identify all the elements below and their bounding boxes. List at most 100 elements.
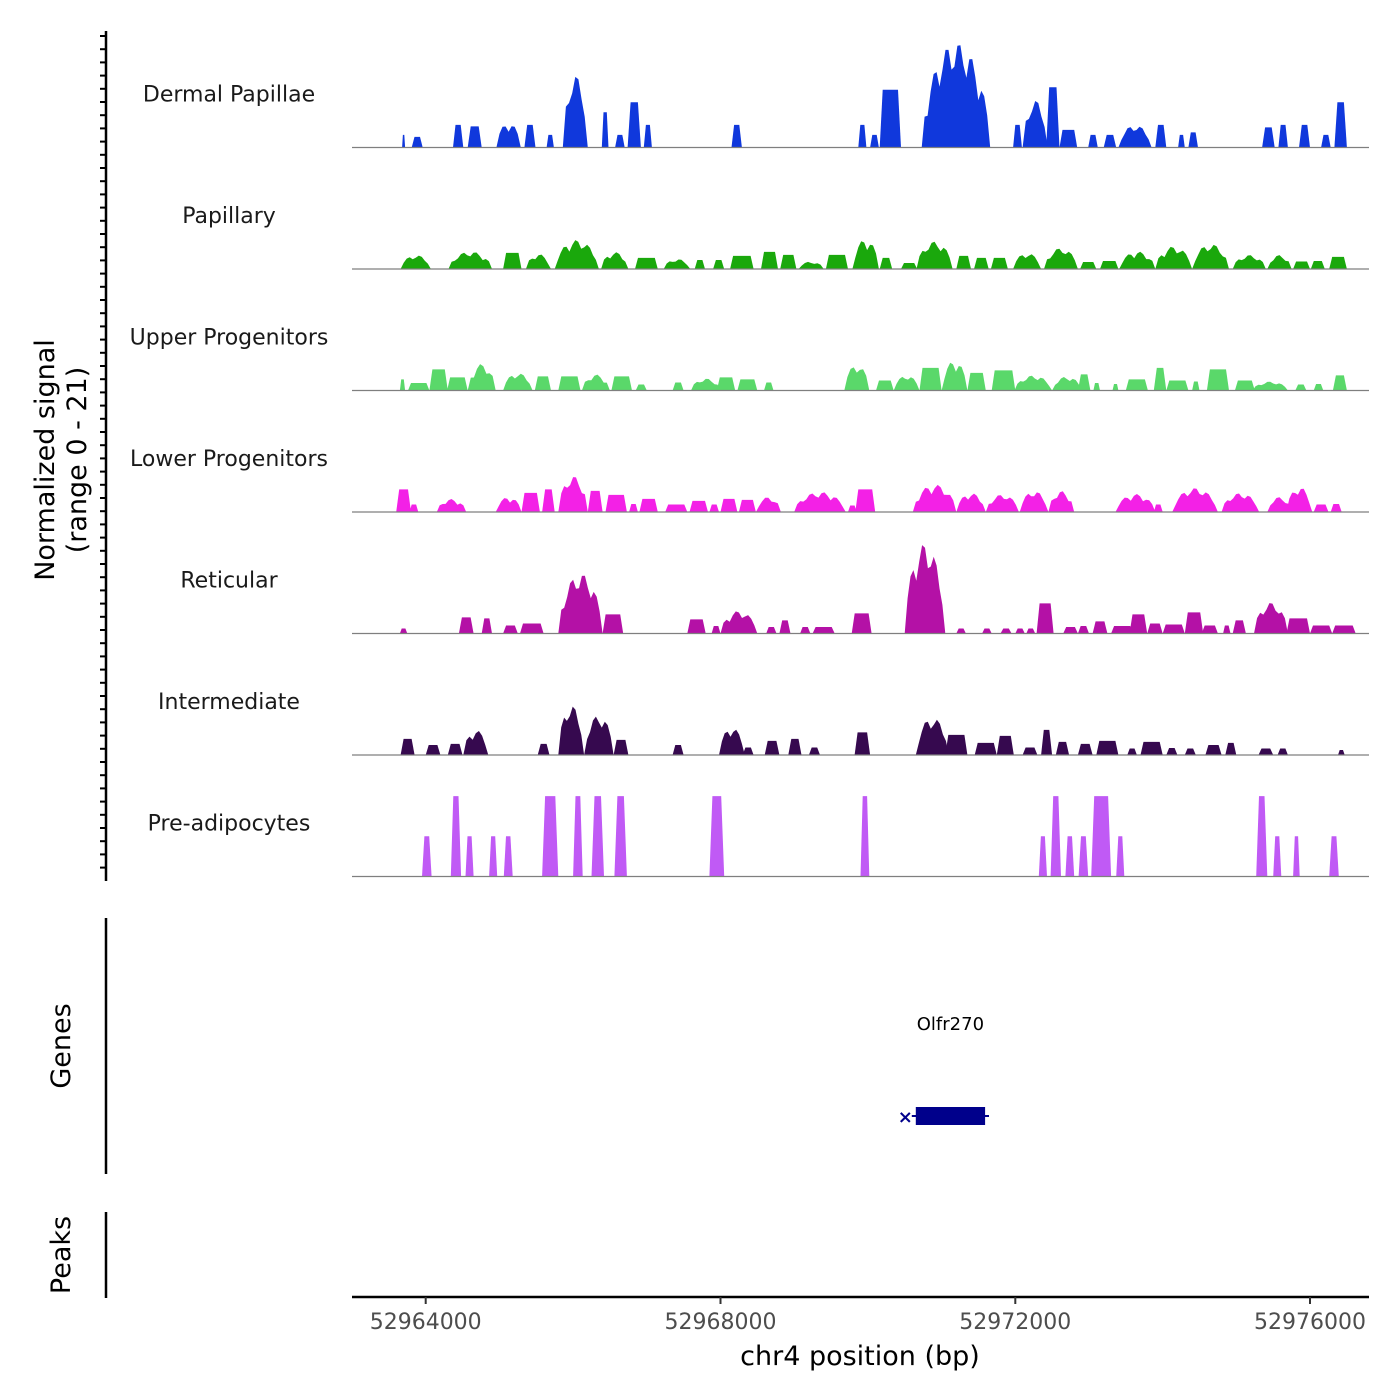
coverage-peak: [1026, 628, 1036, 634]
coverage-peak: [1262, 127, 1275, 148]
coverage-peak: [542, 796, 559, 877]
coverage-peak: [402, 134, 406, 148]
coverage-peak: [1273, 836, 1282, 877]
coverage-peak: [643, 124, 652, 148]
coverage-peak: [581, 374, 610, 391]
coverage-peak: [808, 747, 820, 755]
coverage-peak: [520, 623, 544, 634]
coverage-peak: [1267, 497, 1292, 512]
coverage-peak: [1036, 603, 1054, 634]
coverage-peak: [524, 124, 536, 148]
coverage-peak: [1329, 256, 1347, 269]
track-upper-progenitors: Upper Progenitors: [130, 326, 1369, 392]
coverage-peak: [1258, 748, 1274, 755]
coverage-tracks: Dermal Papillae Papillary Upper Progenitor…: [130, 45, 1369, 878]
coverage-peak: [921, 45, 991, 148]
coverage-peak: [601, 252, 629, 269]
coverage-peak: [870, 134, 879, 148]
coverage-peak: [852, 241, 879, 269]
coverage-peak: [1155, 124, 1167, 148]
coverage-peak: [709, 504, 719, 512]
coverage-peak: [761, 251, 778, 269]
coverage-peak: [1015, 628, 1025, 634]
coverage-peak: [558, 477, 588, 512]
track-label: Intermediate: [158, 690, 300, 715]
coverage-peak: [893, 376, 920, 391]
coverage-peak: [1050, 796, 1061, 877]
coverage-peak: [1103, 134, 1117, 148]
coverage-peak: [1153, 504, 1163, 512]
coverage-peak: [1077, 374, 1091, 391]
coverage-peak: [1091, 796, 1112, 877]
coverage-peak: [1201, 625, 1218, 634]
coverage-peak: [941, 362, 968, 391]
coverage-peak: [901, 263, 918, 269]
coverage-peak: [467, 126, 482, 148]
coverage-peak: [627, 102, 641, 148]
coverage-peak: [1013, 124, 1022, 148]
coverage-peak: [985, 495, 1019, 512]
coverage-peak: [956, 255, 971, 269]
coverage-peak: [429, 369, 448, 391]
coverage-peak: [1041, 729, 1053, 755]
coverage-peak: [956, 628, 966, 634]
strand-marker-icon: ×: [898, 1107, 913, 1128]
coverage-peak: [450, 796, 462, 877]
coverage-peak: [1310, 261, 1325, 269]
coverage-peak: [1127, 748, 1137, 755]
coverage-peak: [447, 743, 463, 755]
coverage-peak: [558, 376, 581, 391]
coverage-peak: [737, 379, 758, 391]
coverage-peak: [904, 545, 946, 634]
coverage-peak: [738, 499, 756, 512]
coverage-peak: [719, 729, 745, 755]
coverage-peak: [991, 370, 1016, 391]
coverage-peak: [1221, 493, 1260, 512]
coverage-peak: [912, 484, 957, 512]
coverage-peak: [1111, 626, 1134, 634]
coverage-peak: [399, 628, 408, 634]
coverage-ylabel-range: (range 0 - 21): [62, 367, 93, 554]
coverage-peak: [521, 492, 540, 512]
coverage-peak: [409, 504, 419, 512]
coverage-peak: [1188, 132, 1198, 148]
coverage-peak: [1129, 614, 1148, 634]
x-axis-ticks: 52964000 52968000 52972000 52976000: [370, 1297, 1366, 1335]
coverage-peak: [687, 619, 706, 634]
coverage-peak: [720, 611, 758, 634]
coverage-peak: [665, 504, 688, 512]
coverage-peak: [1147, 623, 1163, 634]
coverage-peak: [554, 240, 599, 269]
coverage-peak: [1048, 491, 1075, 512]
coverage-peak: [672, 382, 684, 391]
coverage-peak: [1093, 383, 1100, 391]
x-tick-label: 52976000: [1254, 1310, 1366, 1335]
coverage-peak: [614, 796, 627, 877]
coverage-peak: [1140, 741, 1163, 755]
coverage-peak: [411, 136, 423, 148]
coverage-peak: [558, 706, 585, 755]
coverage-peak: [916, 241, 953, 269]
coverage-peak: [1206, 369, 1229, 391]
coverage-peak: [1052, 377, 1082, 391]
coverage-peak: [1299, 124, 1310, 148]
coverage-peak: [1172, 488, 1218, 512]
coverage-peak: [1166, 748, 1178, 755]
coverage-peak: [694, 260, 705, 269]
coverage-peak: [558, 575, 603, 634]
coverage-peak: [974, 257, 989, 269]
track-label: Upper Progenitors: [130, 326, 329, 351]
coverage-peak: [503, 836, 513, 877]
coverage-peak: [635, 384, 647, 391]
coverage-peak: [408, 383, 430, 391]
coverage-peak: [436, 499, 467, 512]
coverage-peak: [713, 260, 725, 269]
coverage-peak: [945, 734, 968, 755]
coverage-peak: [1330, 504, 1342, 512]
coverage-peak: [496, 126, 521, 148]
coverage-peak: [956, 493, 986, 512]
coverage-peak: [1192, 381, 1200, 391]
coverage-peak: [1092, 621, 1108, 634]
coverage-peak: [1286, 488, 1313, 512]
